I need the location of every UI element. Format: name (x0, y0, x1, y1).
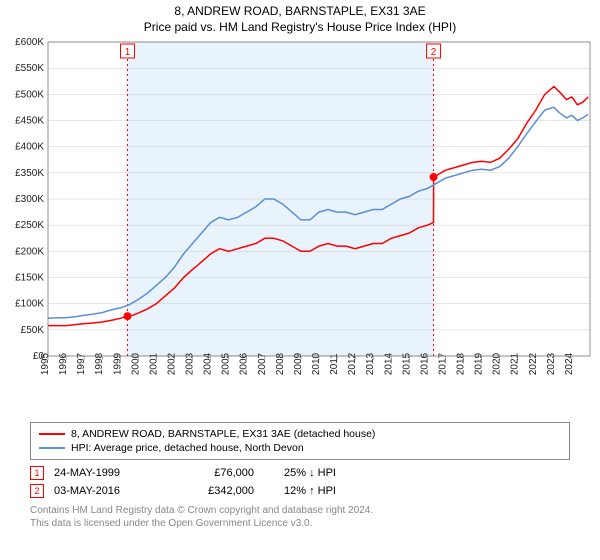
ytick-label: £500K (15, 89, 44, 100)
transaction-price: £342,000 (174, 485, 254, 497)
legend-swatch (39, 447, 65, 449)
transaction-date: 24-MAY-1999 (54, 467, 164, 479)
transaction-id-marker: 1 (30, 466, 44, 480)
transaction-dot (430, 173, 438, 181)
transaction-marker-id: 2 (431, 47, 437, 58)
ytick-label: £300K (15, 194, 44, 205)
ytick-label: £150K (15, 273, 44, 284)
transaction-row: 1 24-MAY-1999 £76,000 25% ↓ HPI (30, 464, 570, 482)
transaction-row: 2 03-MAY-2016 £342,000 12% ↑ HPI (30, 482, 570, 500)
ytick-label: £200K (15, 246, 44, 257)
chart-container: 8, ANDREW ROAD, BARNSTAPLE, EX31 3AE Pri… (0, 0, 600, 530)
chart-svg: £0£50K£100K£150K£200K£250K£300K£350K£400… (0, 36, 600, 416)
title-main: 8, ANDREW ROAD, BARNSTAPLE, EX31 3AE (0, 4, 600, 18)
transaction-dot (123, 312, 131, 320)
transaction-price: £76,000 (174, 467, 254, 479)
legend-label: HPI: Average price, detached house, Nort… (71, 442, 304, 454)
legend-swatch (39, 433, 65, 435)
legend: 8, ANDREW ROAD, BARNSTAPLE, EX31 3AE (de… (30, 422, 570, 460)
ytick-label: £450K (15, 116, 44, 127)
footer-line-1: Contains HM Land Registry data © Crown c… (30, 504, 570, 517)
transaction-date: 03-MAY-2016 (54, 485, 164, 497)
legend-row: 8, ANDREW ROAD, BARNSTAPLE, EX31 3AE (de… (39, 427, 561, 441)
transaction-diff: 12% ↑ HPI (264, 485, 374, 497)
ytick-label: £250K (15, 220, 44, 231)
ytick-label: £550K (15, 63, 44, 74)
legend-row: HPI: Average price, detached house, Nort… (39, 441, 561, 455)
ytick-label: £400K (15, 142, 44, 153)
chart-titles: 8, ANDREW ROAD, BARNSTAPLE, EX31 3AE Pri… (0, 0, 600, 36)
title-sub: Price paid vs. HM Land Registry's House … (0, 20, 600, 34)
ytick-label: £600K (15, 37, 44, 48)
ytick-label: £350K (15, 168, 44, 179)
footer-line-2: This data is licensed under the Open Gov… (30, 517, 570, 530)
transaction-id-marker: 2 (30, 484, 44, 498)
ytick-label: £100K (15, 299, 44, 310)
ytick-label: £50K (21, 325, 45, 336)
footer-attribution: Contains HM Land Registry data © Crown c… (30, 504, 570, 530)
chart-area: £0£50K£100K£150K£200K£250K£300K£350K£400… (0, 36, 600, 416)
transaction-marker-id: 1 (125, 47, 131, 58)
legend-label: 8, ANDREW ROAD, BARNSTAPLE, EX31 3AE (de… (71, 428, 375, 440)
transaction-diff: 25% ↓ HPI (264, 467, 374, 479)
transactions-table: 1 24-MAY-1999 £76,000 25% ↓ HPI 2 03-MAY-2016… (30, 464, 570, 500)
